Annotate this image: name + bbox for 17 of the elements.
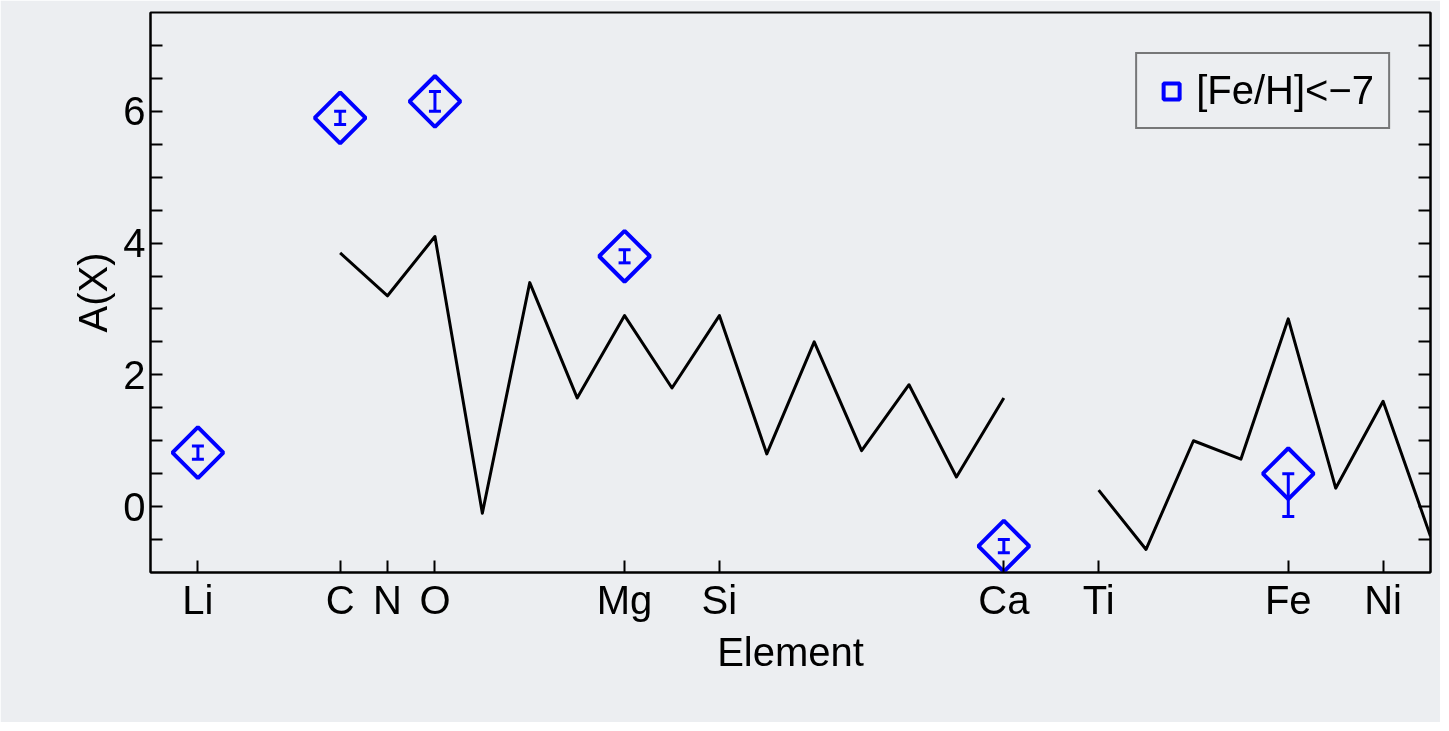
x-tick-label: Li bbox=[182, 577, 214, 622]
x-axis-title: Element bbox=[717, 629, 864, 674]
y-tick-label: 6 bbox=[123, 89, 146, 134]
y-tick-label: 4 bbox=[123, 221, 146, 266]
x-tick-label: Ca bbox=[978, 577, 1031, 622]
x-tick-label: Ti bbox=[1082, 577, 1115, 622]
legend-label: [Fe/H]<−7 bbox=[1196, 68, 1374, 113]
x-tick-label: N bbox=[373, 577, 402, 622]
x-tick-label: Si bbox=[701, 577, 738, 622]
y-axis-title: A(X) bbox=[71, 252, 116, 333]
x-tick-label: O bbox=[419, 577, 451, 622]
x-tick-label: C bbox=[325, 577, 355, 622]
y-tick-label: 2 bbox=[123, 352, 146, 397]
y-tick-label: 0 bbox=[123, 484, 146, 529]
x-tick-label: Ni bbox=[1364, 577, 1402, 622]
x-tick-label: Fe bbox=[1264, 577, 1312, 622]
x-tick-label: Mg bbox=[596, 577, 653, 622]
